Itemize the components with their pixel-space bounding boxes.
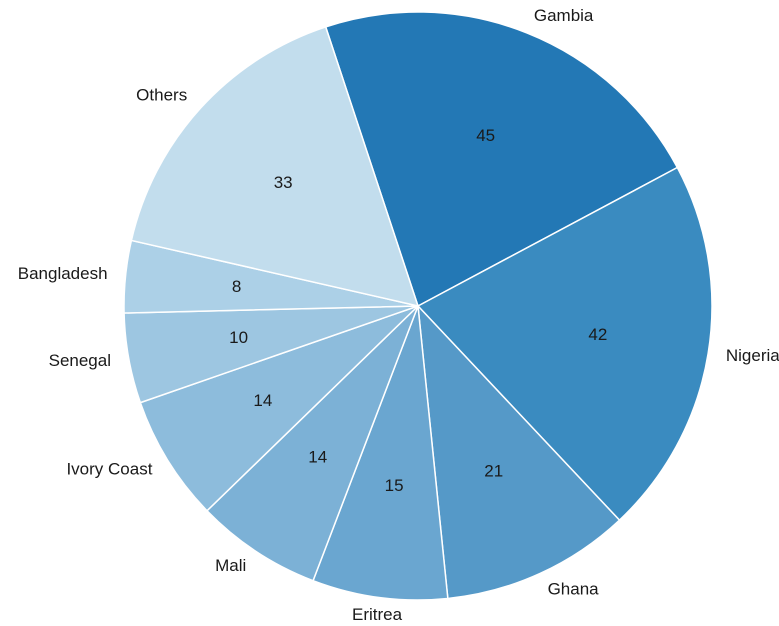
value-label-ghana: 21 (484, 461, 503, 480)
category-label-others: Others (136, 86, 187, 105)
category-label-eritrea: Eritrea (352, 605, 403, 624)
slice-others (130, 25, 420, 308)
category-label-ghana: Ghana (548, 579, 600, 598)
category-label-mali: Mali (215, 556, 246, 575)
slice-eritrea (312, 305, 449, 601)
category-label-bangladesh: Bangladesh (18, 264, 108, 283)
slice-nigeria (416, 166, 713, 522)
value-label-mali: 14 (308, 448, 327, 467)
slice-ghana (417, 303, 621, 600)
value-label-eritrea: 15 (385, 476, 404, 495)
value-label-bangladesh: 8 (232, 277, 241, 296)
category-label-gambia: Gambia (534, 6, 594, 25)
pie-slices (123, 11, 713, 601)
category-label-ivory-coast: Ivory Coast (66, 459, 152, 478)
value-label-nigeria: 42 (588, 325, 607, 344)
value-labels: 45 42 21 15 14 14 10 8 33 (229, 126, 607, 495)
slice-gambia (324, 11, 679, 308)
slice-mali (205, 305, 419, 582)
category-label-nigeria: Nigeria (726, 346, 779, 365)
value-label-others: 33 (274, 173, 293, 192)
category-label-senegal: Senegal (49, 351, 111, 370)
slice-ivory-coast (139, 305, 419, 512)
value-label-senegal: 10 (229, 328, 248, 347)
value-label-ivory-coast: 14 (253, 391, 272, 410)
category-labels: Gambia Nigeria Ghana Eritrea Mali Ivory Coast… (18, 6, 779, 624)
value-label-gambia: 45 (476, 126, 495, 145)
